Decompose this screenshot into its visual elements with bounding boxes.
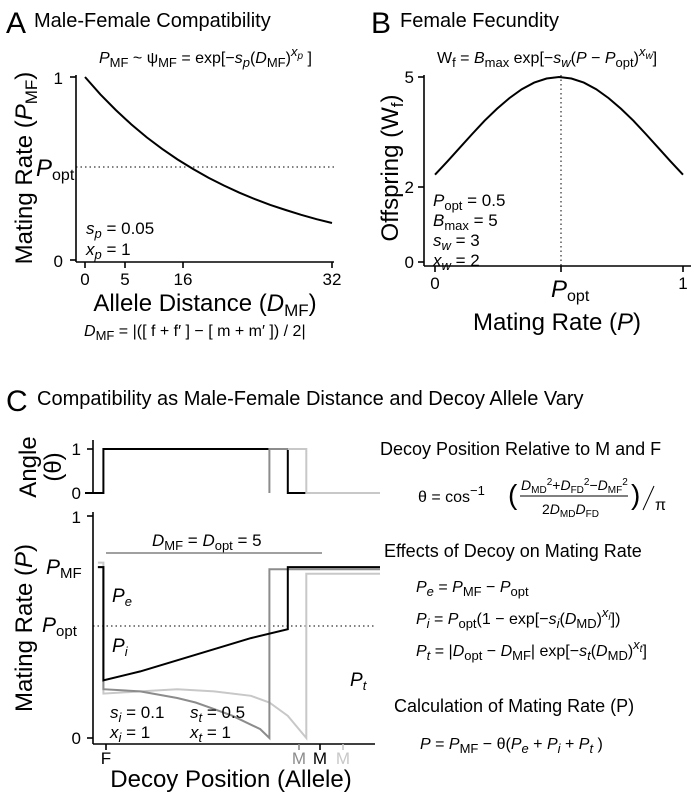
panel-c-param-xi: xi = 1	[109, 723, 150, 745]
panel-c-param-st: st = 0.5	[190, 703, 245, 725]
panel-c-rate-ytick-label-0: 0	[72, 729, 81, 748]
panel-c-param-xt: xt = 1	[189, 723, 231, 745]
panel-c-decoy-title: Decoy Position Relative to M and F	[380, 439, 661, 459]
panel-b-param-xw: xw = 2	[432, 251, 480, 273]
panel-a-popt-label: Popt	[36, 155, 75, 184]
panel-c-title: Compatibility as Male-Female Distance an…	[37, 388, 584, 410]
panel-a: A Male-Female Compatibility PMF ~ ψMF = …	[6, 7, 341, 343]
angle-series-line-1	[268, 448, 288, 493]
panel-b-xtick-label-popt: Popt	[551, 276, 590, 305]
panel-c-effects-title: Effects of Decoy on Mating Rate	[384, 541, 642, 561]
panel-c-theta-equation: θ = cos−1 ( DMD2+DFD2−DMF2 2DMDDFD ) π	[418, 477, 666, 520]
svg-text:θ = cos−1: θ = cos−1	[418, 483, 485, 506]
panel-a-xtick-label-5: 5	[120, 270, 129, 289]
panel-a-xtick-label-16: 16	[174, 270, 193, 289]
panel-c-letter: C	[6, 385, 28, 418]
svg-text:(: (	[508, 479, 518, 510]
angle-series-line-2	[287, 448, 380, 494]
panel-a-letter: A	[6, 7, 26, 40]
panel-c-angle-series	[85, 448, 380, 494]
panel-a-ytick-label-0: 0	[54, 252, 63, 271]
panel-c-effect-pi: Pi = Popt(1 − exp[−si(DMD)xi])	[416, 605, 620, 631]
panel-b-param-sw: sw = 3	[433, 231, 480, 253]
panel-b-letter: B	[371, 7, 391, 40]
panel-c-xtick-label-f: F	[101, 749, 111, 768]
panel-b-param-bmax: Bmax = 5	[433, 211, 498, 233]
panel-a-curve	[84, 76, 333, 224]
panel-c-effect-pt: Pt = |Dopt − DMF| exp[−st(DMD)xt]	[416, 637, 647, 663]
panel-c-xtick-label-m: M	[313, 749, 327, 768]
panel-c-xtick-label-m-dark: M	[292, 749, 306, 768]
panel-b-xtick-label-1: 1	[678, 274, 687, 293]
panel-b-ytick-label-5: 5	[405, 68, 414, 87]
panel-c-pmf-label: PMF	[46, 556, 82, 582]
panel-b: B Female Fecundity Wf = Bmax exp[−sw(P −…	[371, 7, 691, 336]
panel-b-top-equation: Wf = Bmax exp[−sw(P − Popt)xw]	[437, 44, 657, 70]
panel-a-param-sp: sp = 0.05	[86, 219, 154, 241]
panel-c-label-pe: Pe	[112, 586, 132, 609]
panel-c-angle-ylabel-theta: (θ)	[40, 452, 67, 481]
panel-c-popt-label: Popt	[42, 614, 78, 640]
svg-text:2DMDDFD: 2DMDDFD	[542, 501, 599, 520]
panel-c-rate-ytick-label-1: 1	[72, 508, 81, 527]
rate-series-line-0	[97, 566, 380, 682]
rate-series-line-1	[97, 566, 380, 741]
panel-a-ylabel: Mating Rate (PMF)	[11, 72, 41, 265]
panel-c-label-pt: Pt	[350, 670, 368, 693]
panel-c-rate-ylabel: Mating Rate (P)	[11, 544, 38, 712]
panel-b-ylabel: Offspring (Wf)	[377, 95, 407, 242]
panel-b-xtick-label-0: 0	[430, 274, 439, 293]
panel-c-calc-equation: P = PMF − θ(Pe + Pi + Pt )	[420, 736, 603, 756]
panel-c-label-pi: Pi	[112, 636, 129, 659]
panel-a-xtick-label-0: 0	[80, 270, 89, 289]
panel-a-ytick-label-1: 1	[54, 69, 63, 88]
panel-b-param-popt: Popt = 0.5	[433, 191, 505, 213]
panel-c-angle-ytick-label-1: 1	[72, 440, 81, 459]
panel-b-ytick-label-2: 2	[405, 178, 414, 197]
panel-a-title: Male-Female Compatibility	[34, 10, 271, 32]
panel-a-top-equation: PMF ~ ψMF = exp[−sp(DMF)xp ]	[99, 44, 312, 70]
panel-c-dmf-label: DMF = Dopt = 5	[152, 531, 262, 553]
panel-b-ytick-label-0: 0	[405, 253, 414, 272]
panel-a-xtick-label-32: 32	[323, 270, 342, 289]
panel-b-title: Female Fecundity	[400, 10, 559, 32]
panel-a-bottom-equation: DMF = |([ f + f′ ] − [ m + m′ ]) / 2|	[84, 323, 306, 343]
panel-c-param-si: si = 0.1	[110, 703, 164, 725]
svg-text:): )	[631, 479, 640, 510]
angle-series-line-0	[85, 448, 380, 494]
rate-series-line-2	[97, 561, 380, 741]
panel-b-xlabel: Mating Rate (P)	[473, 309, 641, 336]
panel-a-xlabel: Allele Distance (DMF)	[93, 290, 316, 320]
panel-c-effect-pe: Pe = PMF − Popt	[416, 579, 529, 599]
panel-c-angle-ytick-label-0: 0	[72, 484, 81, 503]
panel-c-calc-title: Calculation of Mating Rate (P)	[394, 696, 634, 716]
svg-text:π: π	[655, 497, 666, 514]
panel-c-xtick-label-m-light: M	[336, 749, 350, 768]
panel-c-angle-ylabel: Angle	[15, 436, 42, 497]
panel-a-param-xp: xp = 1	[85, 240, 131, 262]
svg-text:DMD2+DFD2−DMF2: DMD2+DFD2−DMF2	[521, 477, 628, 496]
panel-c: C Compatibility as Male-Female Distance …	[6, 385, 666, 793]
panel-c-rate-series	[97, 561, 380, 741]
panel-c-xlabel: Decoy Position (Allele)	[110, 766, 351, 793]
panel-b-curve	[434, 75, 684, 176]
